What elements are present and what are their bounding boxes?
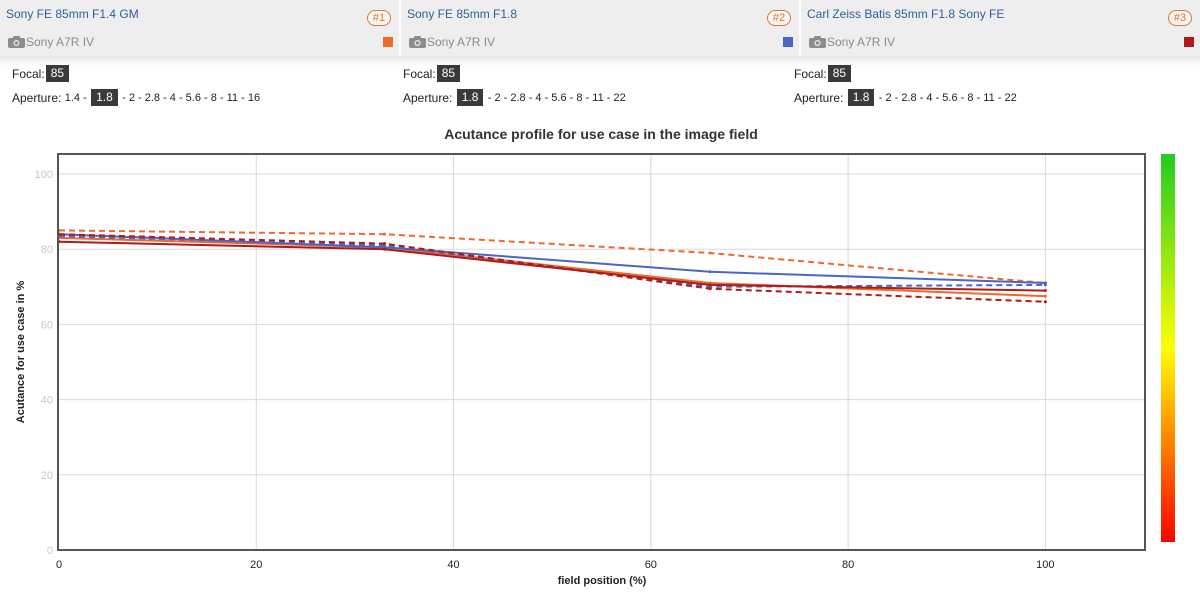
data-point <box>1043 294 1047 298</box>
x-tick-label: 80 <box>842 559 854 571</box>
series-lines <box>57 228 1047 304</box>
series-line-4 <box>58 233 1046 284</box>
x-ticks: 0 20 40 60 80 100 <box>56 559 1055 571</box>
aperture-row: Aperture: 1.8 - 2 - 2.8 - 4 - 5.6 - 8 - … <box>403 88 626 107</box>
y-tick-label: 0 <box>47 545 53 557</box>
aperture-option[interactable]: 1.4 - <box>64 91 87 104</box>
lens-header-1[interactable]: Sony FE 85mm F1.4 GM #1 Sony A7R IV <box>0 0 399 56</box>
camera-icon <box>8 36 25 48</box>
grid <box>59 155 1144 550</box>
aperture-row: Aperture: 1.4 - 1.8 - 2 - 2.8 - 4 - 5.6 … <box>12 88 261 107</box>
lens-rank-badge: #2 <box>767 10 791 26</box>
data-point <box>383 247 386 251</box>
data-point <box>1043 281 1047 285</box>
lens-color-swatch <box>383 37 393 47</box>
acutance-color-scale <box>1161 154 1175 542</box>
lens-name[interactable]: Carl Zeiss Batis 85mm F1.8 Sony FE <box>807 7 1005 21</box>
focal-value[interactable]: 85 <box>436 65 461 83</box>
y-axis-label: Acutance for use case in % <box>15 281 27 424</box>
focal-row: Focal: 85 <box>794 64 852 83</box>
focal-row: Focal: 85 <box>12 64 70 83</box>
data-point <box>1043 300 1047 304</box>
series-line-2 <box>58 236 1046 298</box>
y-tick-label: 40 <box>41 395 53 407</box>
camera-name: Sony A7R IV <box>827 35 896 49</box>
lens-rank-badge: #1 <box>367 10 391 26</box>
lens-color-swatch <box>1184 37 1194 47</box>
aperture-label: Aperture: <box>794 90 844 105</box>
aperture-label: Aperture: <box>12 90 62 105</box>
data-point <box>1043 289 1047 293</box>
data-point <box>708 270 712 274</box>
data-point <box>708 287 712 291</box>
focal-value[interactable]: 85 <box>45 65 70 83</box>
y-tick-label: 100 <box>35 169 53 181</box>
lens-name[interactable]: Sony FE 85mm F1.8 <box>407 7 518 21</box>
x-tick-label: 60 <box>645 559 657 571</box>
aperture-selected[interactable]: 1.8 <box>847 89 875 107</box>
aperture-options[interactable]: - 2 - 2.8 - 4 - 5.6 - 8 - 11 - 22 <box>487 91 626 104</box>
aperture-options[interactable]: - 2 - 2.8 - 4 - 5.6 - 8 - 11 - 22 <box>878 91 1017 104</box>
data-point <box>708 251 712 255</box>
plot-frame <box>57 153 1146 551</box>
aperture-selected[interactable]: 1.8 <box>91 89 118 107</box>
aperture-row: Aperture: 1.8 - 2 - 2.8 - 4 - 5.6 - 8 - … <box>794 88 1017 107</box>
x-tick-label: 20 <box>250 559 262 571</box>
x-tick-label: 0 <box>56 559 62 571</box>
aperture-label: Aperture: <box>403 90 453 105</box>
y-tick-label: 20 <box>41 470 53 482</box>
focal-row: Focal: 85 <box>403 64 461 83</box>
chart-title: Acutance profile for use case in the ima… <box>444 126 758 142</box>
series-line-5 <box>58 233 1046 303</box>
lens-color-swatch <box>783 37 793 47</box>
lens-rank-badge: #3 <box>1168 10 1192 26</box>
data-point <box>708 283 712 287</box>
lens-header-3[interactable]: Carl Zeiss Batis 85mm F1.8 Sony FE #3 So… <box>801 0 1200 56</box>
x-tick-label: 40 <box>447 559 459 571</box>
lens-header-2[interactable]: Sony FE 85mm F1.8 #2 Sony A7R IV <box>401 0 799 56</box>
aperture-options[interactable]: - 2 - 2.8 - 4 - 5.6 - 8 - 11 - 16 <box>122 91 261 104</box>
lens-name[interactable]: Sony FE 85mm F1.4 GM <box>6 7 139 21</box>
camera-icon <box>409 36 426 48</box>
y-ticks: 0 20 40 60 80 100 <box>35 169 53 557</box>
x-tick-label: 100 <box>1036 559 1054 571</box>
focal-label: Focal: <box>12 66 45 81</box>
y-tick-label: 60 <box>41 319 53 331</box>
focal-value[interactable]: 85 <box>827 65 852 83</box>
series-line-6 <box>58 240 1046 292</box>
camera-icon <box>809 36 826 48</box>
focal-label: Focal: <box>794 66 827 81</box>
focal-label: Focal: <box>403 66 436 81</box>
y-tick-label: 80 <box>41 244 53 256</box>
header-shadow <box>0 56 1200 66</box>
data-point <box>383 242 386 246</box>
x-axis-label: field position (%) <box>558 575 647 587</box>
camera-name: Sony A7R IV <box>26 35 95 49</box>
data-point <box>383 232 386 236</box>
series-line-1 <box>58 229 1046 284</box>
aperture-selected[interactable]: 1.8 <box>456 89 484 107</box>
camera-name: Sony A7R IV <box>427 35 496 49</box>
